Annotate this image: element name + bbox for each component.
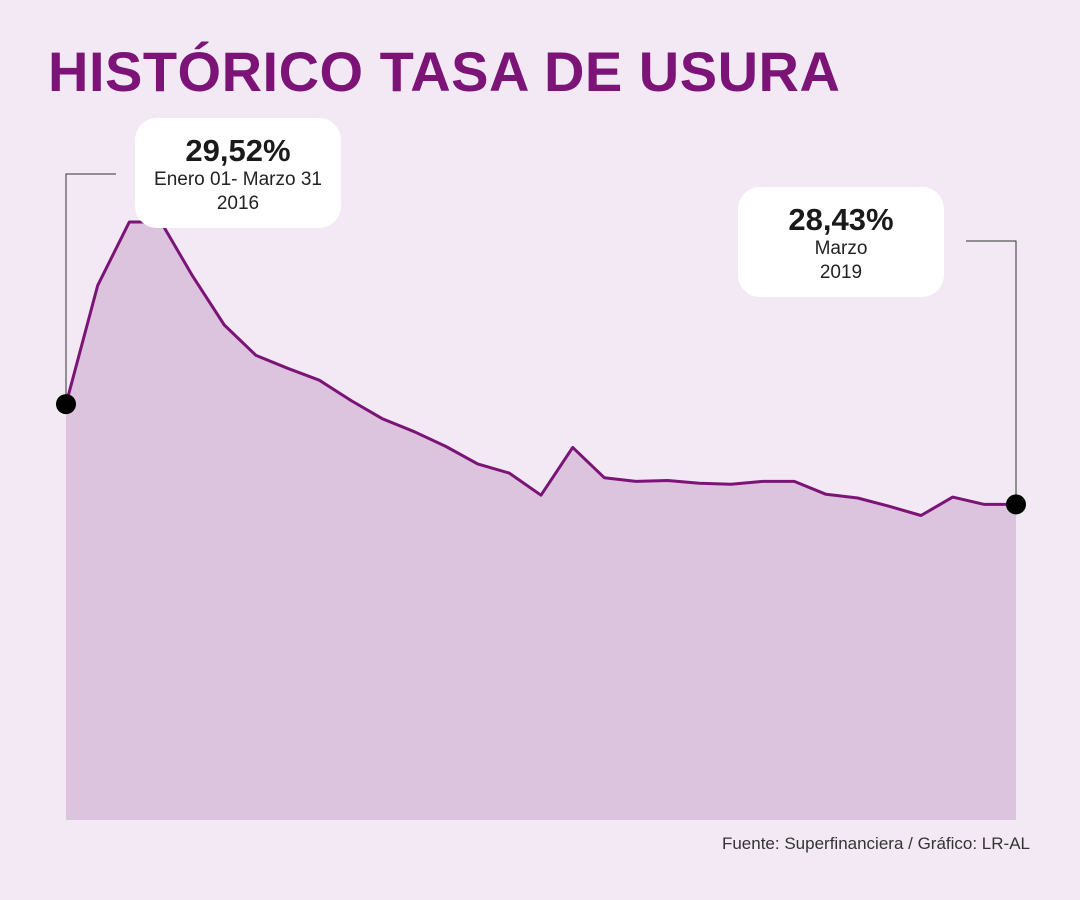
data-point — [666, 478, 670, 482]
data-point — [951, 495, 955, 499]
data-point — [571, 445, 575, 449]
data-point — [539, 493, 543, 497]
data-point — [127, 220, 131, 224]
area-fill — [66, 222, 1016, 820]
start-period-label: Enero 01- Marzo 31 — [154, 169, 322, 191]
data-point — [982, 502, 986, 506]
data-point — [729, 482, 733, 486]
data-point — [602, 476, 606, 480]
data-point — [476, 462, 480, 466]
data-point — [64, 402, 68, 406]
data-point — [1014, 502, 1018, 506]
end-value: 28,43% — [788, 202, 894, 237]
data-point — [381, 417, 385, 421]
end-value-callout: 28,43% Marzo 2019 — [738, 187, 944, 297]
start-value: 29,52% — [185, 133, 291, 168]
end-period-label: Marzo — [814, 238, 868, 260]
start-point-marker — [56, 394, 76, 415]
source-credit: Fuente: Superfinanciera / Gráfico: LR-AL — [721, 834, 1030, 853]
data-point — [697, 481, 701, 485]
data-point — [824, 492, 828, 496]
data-point — [856, 496, 860, 500]
data-point — [254, 353, 258, 357]
end-point-marker — [1006, 494, 1026, 515]
data-point — [761, 479, 765, 483]
chart-title: HISTÓRICO TASA DE USURA — [48, 40, 841, 103]
data-point — [412, 430, 416, 434]
leader-line-end — [966, 240, 1017, 505]
start-value-callout: 29,52% Enero 01- Marzo 31 2016 — [135, 118, 341, 228]
data-point — [887, 504, 891, 508]
data-point — [349, 398, 353, 402]
data-point — [919, 513, 923, 517]
data-point — [222, 323, 226, 327]
start-year-label: 2016 — [216, 193, 260, 215]
leader-line-start — [65, 173, 116, 405]
data-point — [96, 283, 100, 287]
series-line — [64, 220, 1016, 517]
data-point — [507, 471, 511, 475]
data-point — [317, 378, 321, 382]
data-point — [191, 274, 195, 278]
data-point — [634, 479, 638, 483]
data-point — [792, 479, 796, 483]
data-point — [286, 366, 290, 370]
data-point — [444, 444, 448, 448]
end-year-label: 2019 — [819, 262, 863, 284]
